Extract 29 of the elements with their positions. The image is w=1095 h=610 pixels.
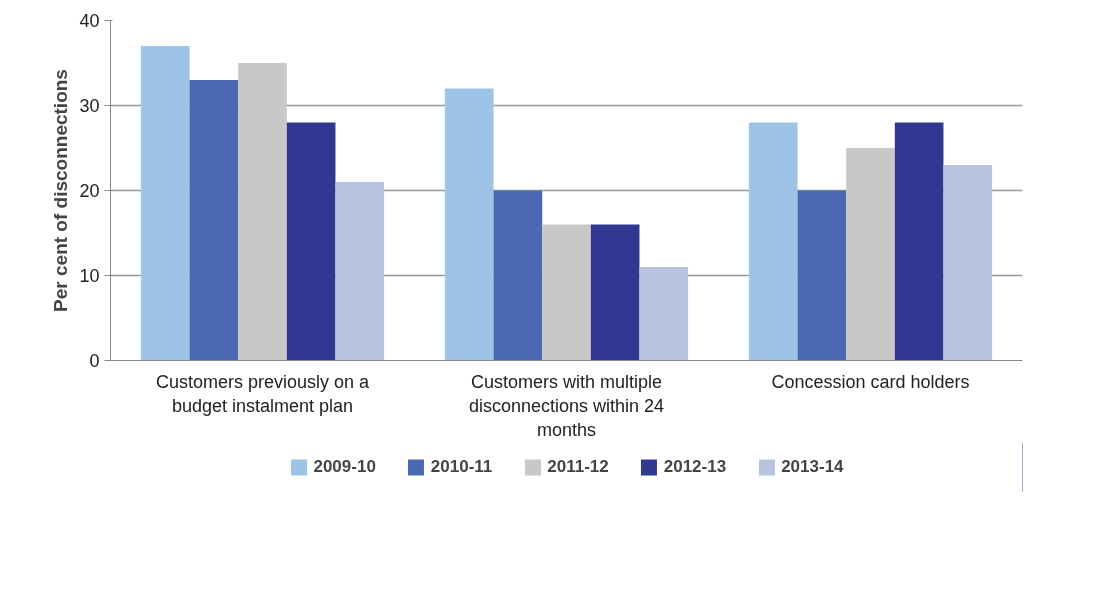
bar [846, 148, 895, 361]
bar [238, 63, 287, 361]
bar [943, 165, 993, 361]
legend-label: 2012-13 [663, 457, 727, 477]
bar [444, 88, 494, 361]
x-tick-label: Concession card holders [771, 371, 970, 392]
legend-label: 2009-10 [313, 457, 376, 477]
legend-label: 2010-11 [430, 457, 493, 477]
bar [894, 122, 944, 361]
bar [639, 267, 689, 361]
bar [286, 122, 336, 361]
bar [748, 122, 798, 361]
bar [189, 80, 239, 361]
legend-label: 2013-14 [781, 457, 844, 477]
y-tick-label: 20 [79, 181, 100, 201]
y-tick-label: 40 [79, 11, 100, 31]
y-tick-label: 10 [79, 266, 100, 286]
bar [140, 46, 190, 361]
y-tick-label: 0 [89, 351, 100, 371]
y-tick-label: 30 [79, 96, 100, 116]
bar [590, 224, 640, 361]
y-axis-title: Per cent of disconnections [50, 69, 72, 312]
bar [542, 224, 591, 361]
legend-label: 2011-12 [547, 457, 609, 477]
bar [797, 190, 847, 361]
x-tick-label: Customers previously on a budget instalment plan [155, 371, 371, 416]
bar [493, 190, 543, 361]
bar [335, 182, 385, 361]
x-tick-label: Customers with multiple disconnections within 24 months [468, 371, 665, 440]
